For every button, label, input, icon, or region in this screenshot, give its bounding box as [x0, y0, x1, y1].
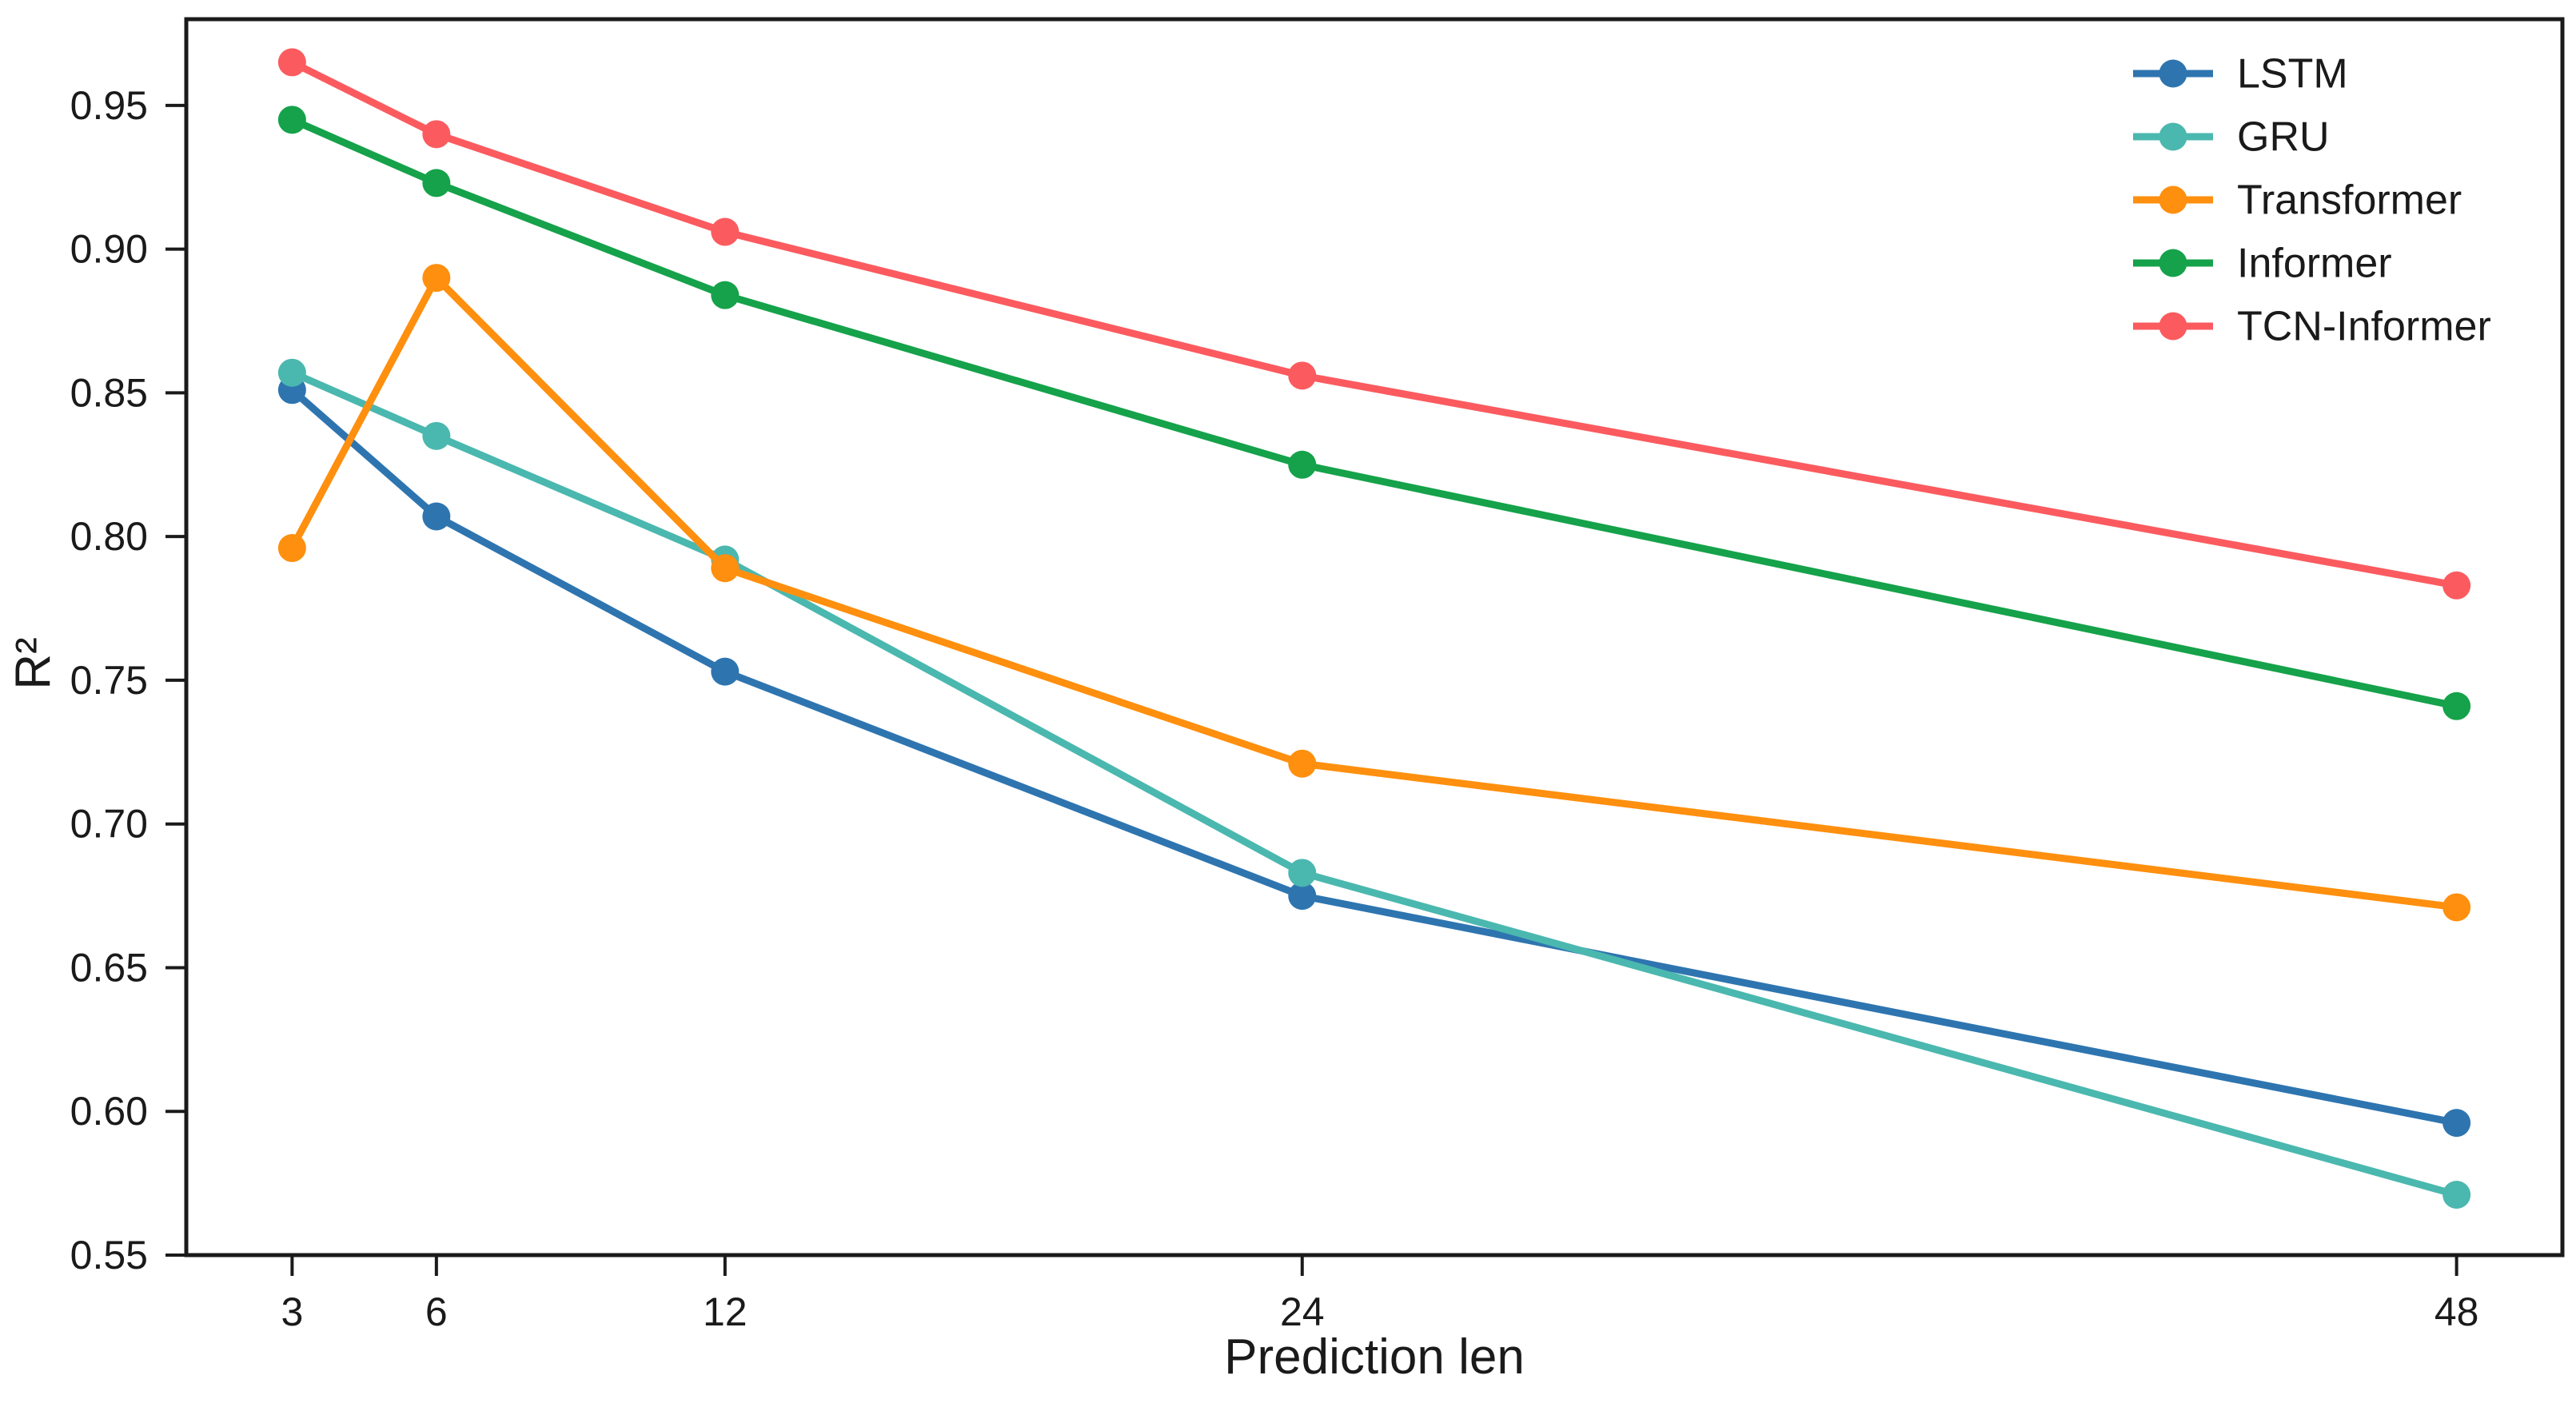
- data-point-TCN-Informer: [422, 120, 451, 149]
- legend-marker-TCN-Informer: [2159, 312, 2187, 341]
- y-tick-label: 0.60: [70, 1089, 148, 1134]
- data-point-Informer: [2442, 692, 2471, 720]
- legend-label-GRU: GRU: [2237, 114, 2330, 161]
- y-tick-label: 0.95: [70, 83, 148, 128]
- data-point-GRU: [1288, 859, 1317, 887]
- data-point-TCN-Informer: [711, 217, 740, 246]
- x-tick-label: 3: [281, 1289, 303, 1334]
- y-axis-title: R²: [6, 637, 62, 690]
- legend-label-LSTM: LSTM: [2237, 51, 2348, 98]
- x-tick-label: 48: [2434, 1289, 2479, 1334]
- data-point-Informer: [711, 281, 740, 309]
- legend-label-TCN-Informer: TCN-Informer: [2237, 304, 2491, 350]
- legend-marker-Transformer: [2159, 185, 2187, 214]
- data-point-GRU: [422, 421, 451, 450]
- data-point-TCN-Informer: [2442, 571, 2471, 600]
- data-point-LSTM: [2442, 1109, 2471, 1138]
- legend-marker-LSTM: [2159, 59, 2187, 88]
- legend-marker-GRU: [2159, 122, 2187, 151]
- data-point-Transformer: [277, 534, 306, 563]
- x-tick-label: 6: [425, 1289, 448, 1334]
- data-point-GRU: [2442, 1180, 2471, 1209]
- plot-border: [184, 17, 2565, 1258]
- data-point-Transformer: [1288, 749, 1317, 778]
- y-tick-label: 0.55: [70, 1233, 148, 1277]
- y-tick-label: 0.90: [70, 227, 148, 272]
- data-point-GRU: [277, 358, 306, 387]
- legend-label-Informer: Informer: [2237, 241, 2392, 287]
- data-point-LSTM: [711, 657, 740, 686]
- data-point-Transformer: [422, 264, 451, 293]
- legend-marker-Informer: [2159, 249, 2187, 277]
- y-tick-label: 0.85: [70, 370, 148, 415]
- data-point-Transformer: [2442, 893, 2471, 922]
- x-tick-label: 12: [703, 1289, 748, 1334]
- y-tick-label: 0.80: [70, 514, 148, 559]
- data-point-LSTM: [1288, 882, 1317, 911]
- y-tick-label: 0.75: [70, 658, 148, 703]
- data-point-TCN-Informer: [277, 48, 306, 77]
- data-point-Informer: [1288, 450, 1317, 479]
- legend: LSTM GRU Transformer Informer TCN-Informer: [2133, 51, 2491, 350]
- data-point-TCN-Informer: [1288, 361, 1317, 390]
- y-tick-label: 0.70: [70, 802, 148, 847]
- legend-label-Transformer: Transformer: [2237, 177, 2462, 224]
- x-axis-title: Prediction len: [1224, 1329, 1525, 1385]
- data-point-Informer: [422, 169, 451, 197]
- data-point-Transformer: [711, 554, 740, 583]
- y-tick-label: 0.65: [70, 945, 148, 990]
- data-point-LSTM: [422, 502, 451, 531]
- data-point-Informer: [277, 106, 306, 134]
- x-tick-label: 24: [1280, 1289, 1325, 1334]
